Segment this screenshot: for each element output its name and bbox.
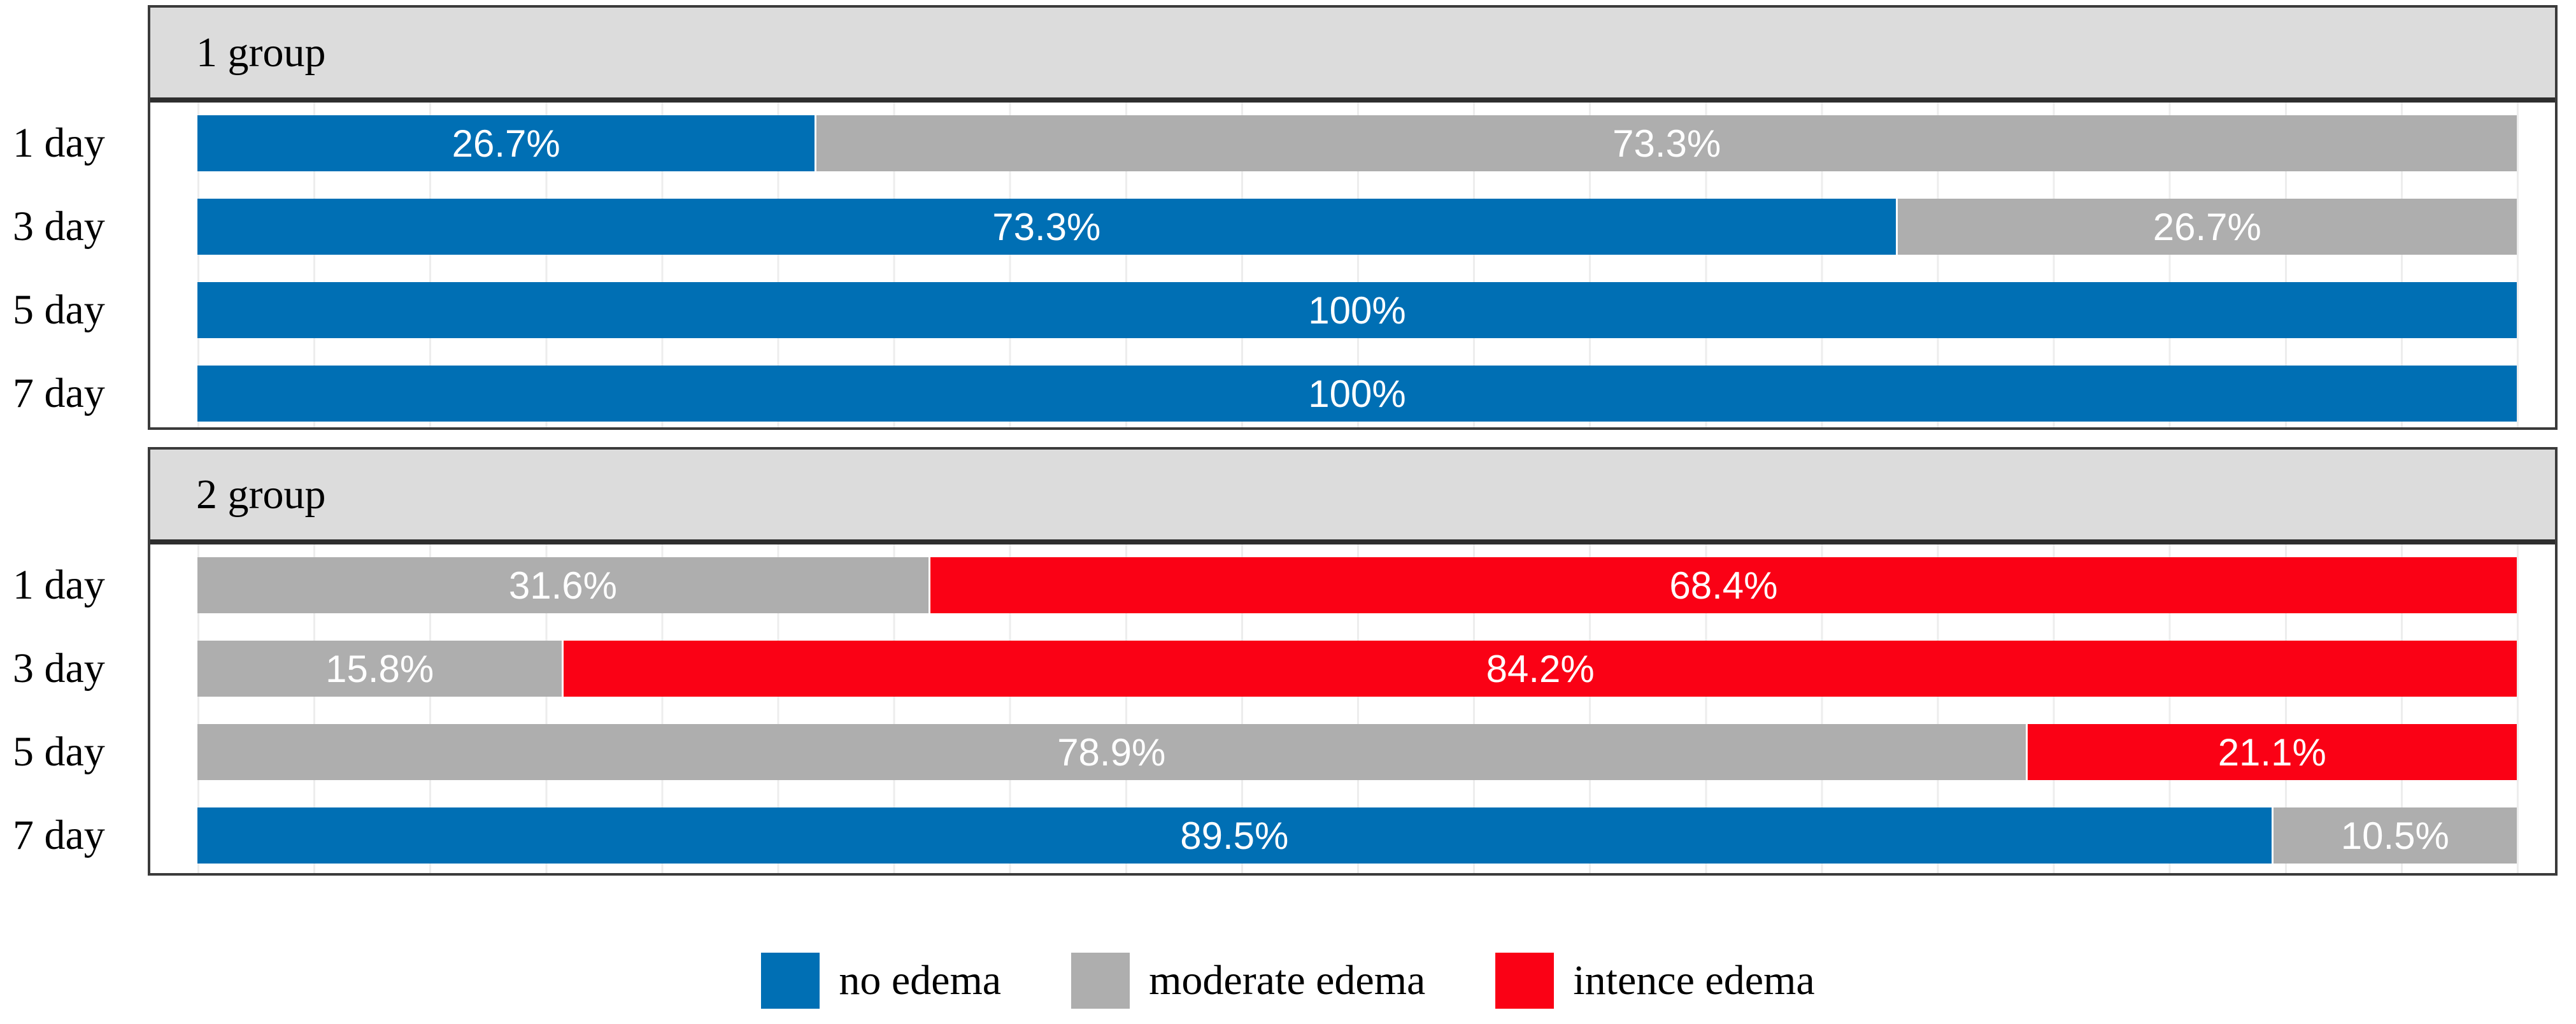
segment-value-label: 73.3%: [992, 205, 1101, 248]
bar-row-3-day: 73.3% 26.7%: [197, 199, 2517, 255]
segment-value-label: 26.7%: [2153, 205, 2261, 248]
segment-value-label: 68.4%: [1669, 564, 1778, 607]
segment-value-label: 15.8%: [325, 647, 434, 690]
segment-value-label: 78.9%: [1057, 730, 1166, 774]
legend-item-no-edema: no edema: [761, 953, 1001, 1009]
panel-group-2-rows: 31.6% 68.4% 15.8% 84.2% 78.9% 21.1% 89.5% 10.5%: [150, 544, 2555, 864]
bar-segment-no-edema: 26.7%: [197, 115, 817, 171]
panel-group-2-plot: 31.6% 68.4% 15.8% 84.2% 78.9% 21.1% 89.5% 10.5%: [150, 544, 2555, 873]
segment-value-label: 89.5%: [1180, 814, 1289, 857]
panel-group-1-plot: 26.7% 73.3% 73.3% 26.7% 100% 100%: [150, 103, 2555, 427]
legend: no edema moderate edema intence edema: [0, 953, 2576, 1009]
y-axis-label-7-day: 7 day: [13, 812, 105, 858]
y-axis-label-7-day: 7 day: [13, 370, 105, 416]
bar-row-7-day: 100%: [197, 366, 2517, 422]
segment-value-label: 10.5%: [2340, 814, 2449, 857]
y-axis-label-1-day: 1 day: [13, 120, 105, 166]
bar-row-5-day: 100%: [197, 282, 2517, 338]
segment-value-label: 84.2%: [1486, 647, 1595, 690]
bar-segment-no-edema: 89.5%: [197, 807, 2274, 864]
segment-value-label: 100%: [1308, 372, 1406, 415]
bar-row-5-day: 78.9% 21.1%: [197, 724, 2517, 780]
intence-edema-swatch-icon: [1495, 953, 1555, 1009]
y-axis-label-5-day: 5 day: [13, 729, 105, 775]
panel-group-1-header: 1 group: [150, 8, 2555, 103]
panel-group-1-rows: 26.7% 73.3% 73.3% 26.7% 100% 100%: [150, 103, 2555, 422]
bar-segment-intence-edema: 84.2%: [564, 641, 2517, 697]
bar-segment-intence-edema: 68.4%: [930, 557, 2517, 613]
bar-segment-moderate-edema: 15.8%: [197, 641, 564, 697]
panel-group-2: 2 group 31.6% 68.4% 15.8% 84.2% 78.9% 21.1% 89…: [148, 447, 2558, 876]
legend-label: intence edema: [1573, 957, 1815, 1004]
bar-segment-moderate-edema: 26.7%: [1897, 199, 2517, 255]
panel-group-1: 1 group 26.7% 73.3% 73.3% 26.7% 100% 100%: [148, 5, 2558, 430]
legend-label: no edema: [839, 957, 1002, 1004]
legend-item-intence-edema: intence edema: [1495, 953, 1815, 1009]
segment-value-label: 31.6%: [508, 564, 617, 607]
y-axis-label-3-day: 3 day: [13, 645, 105, 692]
bar-segment-no-edema: 73.3%: [197, 199, 1898, 255]
bar-segment-no-edema: 100%: [197, 282, 2517, 338]
panel-group-2-header: 2 group: [150, 450, 2555, 544]
bar-row-7-day: 89.5% 10.5%: [197, 807, 2517, 864]
bar-segment-no-edema: 100%: [197, 366, 2517, 422]
panel-group-2-title: 2 group: [196, 471, 326, 518]
bar-segment-moderate-edema: 10.5%: [2273, 807, 2517, 864]
bar-row-3-day: 15.8% 84.2%: [197, 641, 2517, 697]
bar-row-1-day: 31.6% 68.4%: [197, 557, 2517, 613]
bar-segment-intence-edema: 21.1%: [2027, 724, 2517, 780]
moderate-edema-swatch-icon: [1071, 953, 1130, 1009]
panel-group-1-title: 1 group: [196, 29, 326, 76]
y-axis-label-5-day: 5 day: [13, 287, 105, 333]
bar-segment-moderate-edema: 31.6%: [197, 557, 930, 613]
bar-row-1-day: 26.7% 73.3%: [197, 115, 2517, 171]
segment-value-label: 73.3%: [1612, 122, 1721, 165]
y-axis-label-1-day: 1 day: [13, 562, 105, 608]
segment-value-label: 21.1%: [2217, 730, 2326, 774]
segment-value-label: 100%: [1308, 288, 1406, 332]
bar-segment-moderate-edema: 73.3%: [816, 115, 2517, 171]
bar-segment-moderate-edema: 78.9%: [197, 724, 2028, 780]
no-edema-swatch-icon: [761, 953, 820, 1009]
legend-label: moderate edema: [1149, 957, 1426, 1004]
legend-item-moderate-edema: moderate edema: [1071, 953, 1425, 1009]
segment-value-label: 26.7%: [452, 122, 560, 165]
y-axis-label-3-day: 3 day: [13, 203, 105, 250]
